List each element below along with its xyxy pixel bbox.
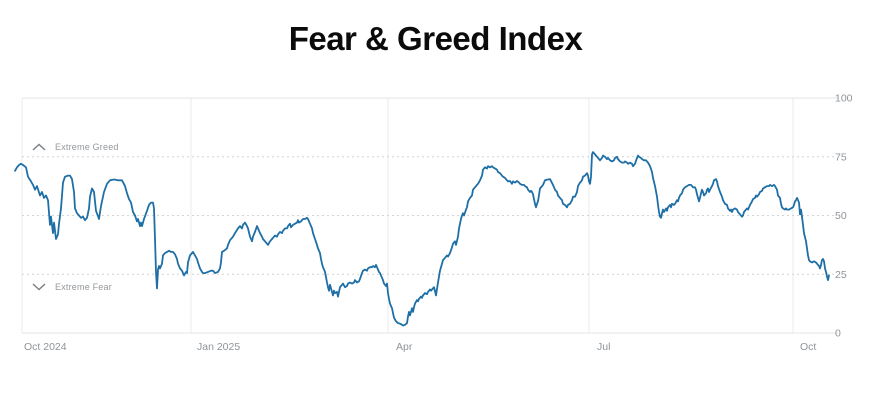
- y-axis-tick-label: 50: [835, 210, 847, 222]
- x-axis-tick-label: Jul: [597, 341, 610, 353]
- extreme-fear-label: Extreme Fear: [55, 282, 112, 292]
- y-axis-tick-label: 25: [835, 269, 847, 281]
- x-axis-tick-label: Jan 2025: [197, 341, 240, 353]
- chevron-down-icon: [32, 283, 46, 291]
- extreme-greed-label: Extreme Greed: [55, 142, 119, 152]
- fear-greed-index-line: [14, 151, 830, 327]
- chart-title: Fear & Greed Index: [288, 20, 583, 57]
- y-axis-tick-label: 100: [835, 93, 853, 105]
- extreme-fear-annotation: Extreme Fear: [32, 282, 112, 292]
- y-axis-tick-label: 0: [835, 328, 841, 340]
- extreme-greed-annotation: Extreme Greed: [32, 142, 119, 152]
- y-axis-tick-label: 75: [835, 151, 847, 163]
- x-axis-tick-label: Apr: [396, 341, 413, 353]
- x-axis-tick-label: Oct 2024: [24, 341, 67, 353]
- chevron-up-icon: [32, 143, 46, 151]
- x-axis-tick-label: Oct: [800, 341, 816, 353]
